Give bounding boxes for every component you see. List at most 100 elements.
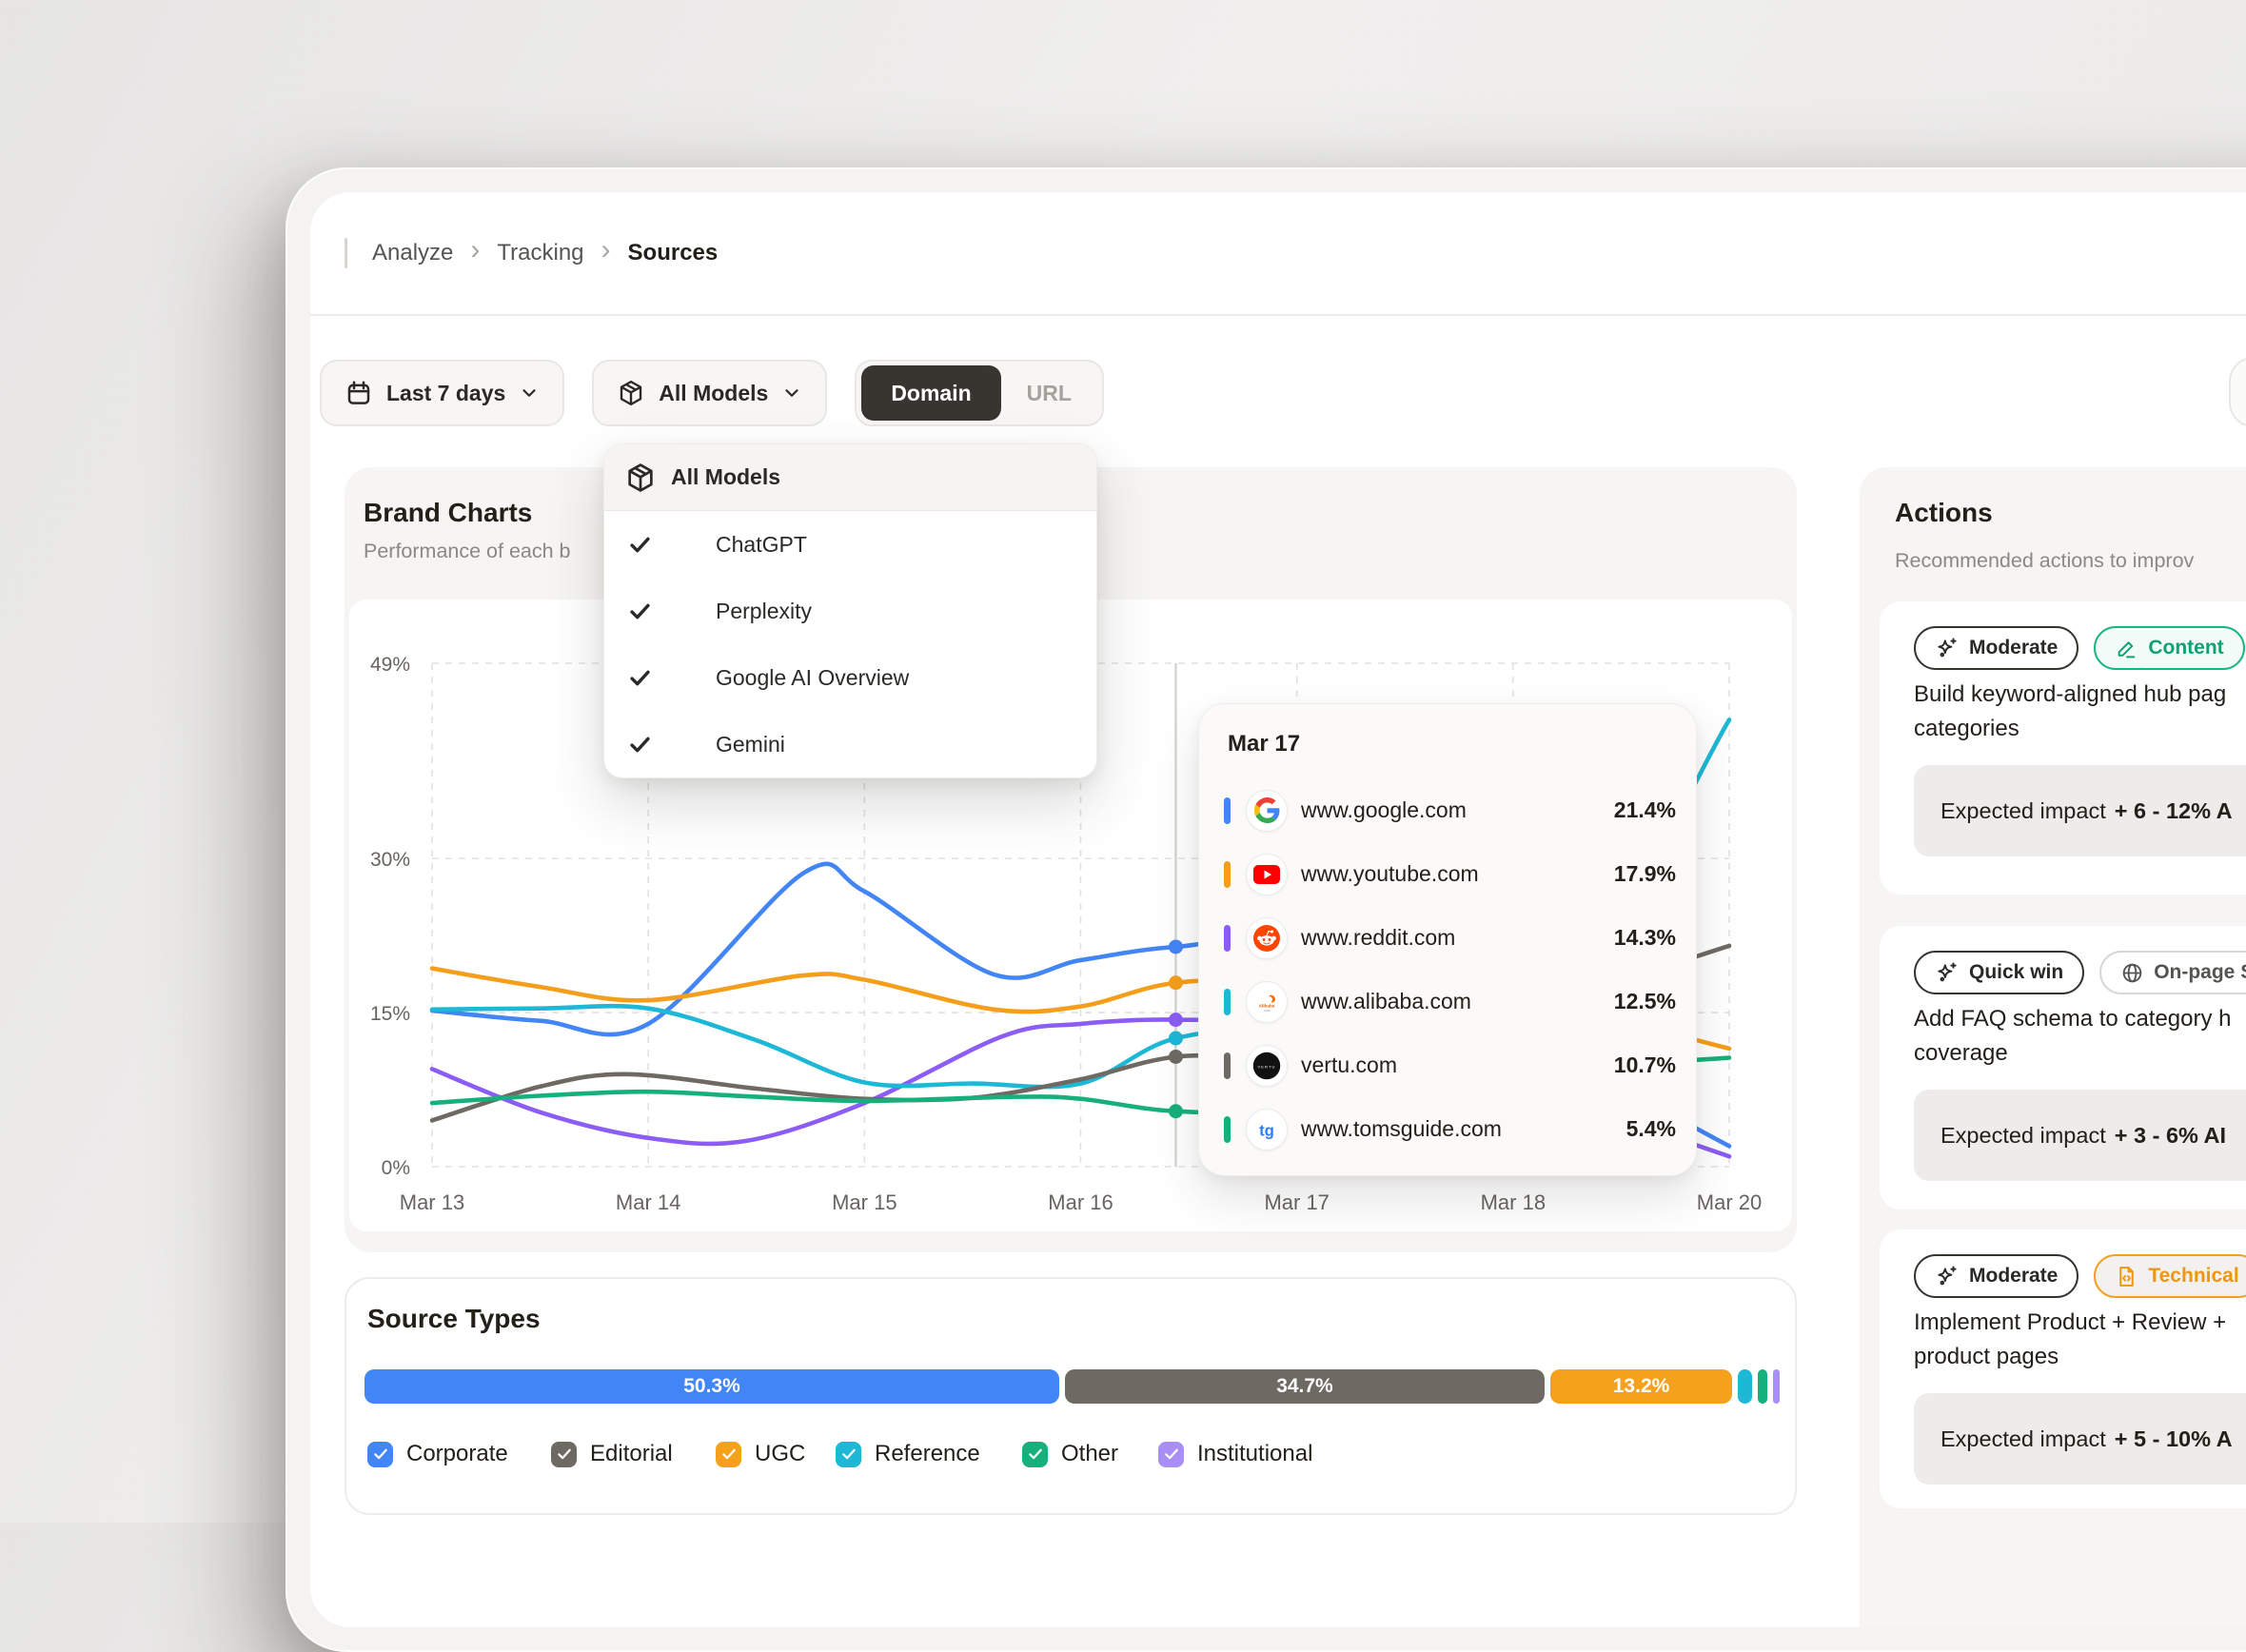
google-favicon — [1246, 790, 1288, 832]
source-types-stacked-bar[interactable]: 50.3%34.7% 13.2% — [364, 1369, 1780, 1404]
checkbox-editorial[interactable] — [551, 1442, 577, 1467]
app-surface: Analyze › Tracking › Sources Last 7 days — [310, 192, 2246, 1627]
source-segment-other[interactable] — [1758, 1369, 1767, 1404]
impact-prefix: Expected impact — [1941, 798, 2106, 824]
action-card[interactable]: Moderate Technical Implement Product + R… — [1880, 1229, 2246, 1508]
legend-label: Institutional — [1197, 1441, 1312, 1467]
breadcrumb-tracking[interactable]: Tracking — [497, 240, 583, 266]
tooltip-value: 10.7% — [1614, 1052, 1676, 1078]
chart-tooltip: Mar 17 www.google.com21.4% www.youtube.c… — [1198, 703, 1697, 1176]
source-segment-institutional[interactable] — [1773, 1369, 1780, 1404]
checkbox-institutional[interactable] — [1158, 1442, 1184, 1467]
effort-badge: Quick win — [1914, 951, 2084, 994]
impact-value: + 3 - 6% AI — [2115, 1123, 2226, 1149]
brand-charts-title: Brand Charts — [364, 498, 532, 528]
models-filter-label: All Models — [659, 381, 768, 406]
svg-text:Alibaba: Alibaba — [1259, 1003, 1275, 1008]
date-range-button[interactable]: Last 7 days — [320, 360, 564, 426]
app-window: Analyze › Tracking › Sources Last 7 days — [286, 167, 2246, 1652]
series-color-bar — [1224, 797, 1231, 824]
tooltip-domain: www.google.com — [1301, 797, 1467, 823]
tooltip-value: 21.4% — [1614, 797, 1676, 823]
toggle-url[interactable]: URL — [1001, 381, 1097, 406]
action-card[interactable]: Moderate Content Build keyword-aligned h… — [1880, 601, 2246, 895]
partial-button-right-edge[interactable] — [2229, 357, 2246, 427]
source-segment-editorial[interactable]: 34.7% — [1065, 1369, 1545, 1404]
cube-icon — [617, 379, 645, 407]
toggle-domain[interactable]: Domain — [861, 365, 1000, 421]
cube-icon — [624, 462, 657, 494]
legend-label: Corporate — [406, 1441, 508, 1467]
legend-item-editorial: Editorial — [551, 1441, 673, 1467]
badge-row: Moderate Technical — [1914, 1254, 2246, 1298]
series-color-bar — [1224, 861, 1231, 888]
domain-url-toggle: Domain URL — [855, 360, 1104, 426]
models-dropdown-header-label: All Models — [671, 464, 780, 490]
breadcrumb-sources[interactable]: Sources — [628, 240, 719, 266]
category-badge: On-page SEO — [2099, 951, 2246, 994]
impact-box: Expected impact + 3 - 6% AI — [1914, 1090, 2246, 1181]
svg-text:Mar 14: Mar 14 — [616, 1190, 680, 1214]
badge-row: Moderate Content — [1914, 626, 2246, 670]
svg-text:Mar 20: Mar 20 — [1697, 1190, 1762, 1214]
impact-value: + 6 - 12% A — [2115, 798, 2233, 824]
calendar-icon — [345, 379, 373, 407]
dropdown-item-perplexity[interactable]: Perplexity — [604, 578, 1096, 644]
action-card[interactable]: Quick win On-page SEO Add FAQ schema to … — [1880, 926, 2246, 1210]
header-divider — [310, 314, 2246, 316]
models-filter-button[interactable]: All Models — [592, 360, 827, 426]
sparkle-icon — [1935, 636, 1960, 660]
series-color-bar — [1224, 925, 1231, 952]
tooltip-domain: www.reddit.com — [1301, 925, 1455, 951]
legend-label: UGC — [755, 1441, 805, 1467]
actions-subtitle: Recommended actions to improv — [1895, 549, 2194, 573]
dropdown-item-chatgpt[interactable]: ChatGPT — [604, 511, 1096, 578]
breadcrumb-rule — [345, 238, 347, 268]
action-text: Add FAQ schema to category h coverage — [1914, 1002, 2246, 1071]
action-text: Build keyword-aligned hub pag categories — [1914, 678, 2246, 746]
sparkle-icon — [1935, 1264, 1960, 1288]
tooltip-row: www.reddit.com14.3% — [1224, 906, 1676, 970]
checkbox-ugc[interactable] — [716, 1442, 741, 1467]
models-dropdown-header[interactable]: All Models — [604, 444, 1096, 511]
impact-box: Expected impact + 5 - 10% A — [1914, 1393, 2246, 1485]
category-badge: Technical — [2094, 1254, 2246, 1298]
svg-text:49%: 49% — [370, 654, 410, 676]
legend-label: Reference — [875, 1441, 980, 1467]
effort-badge: Moderate — [1914, 1254, 2079, 1298]
check-icon — [627, 732, 656, 757]
svg-text:15%: 15% — [370, 1003, 410, 1025]
dropdown-item-gemini[interactable]: Gemini — [604, 711, 1096, 777]
dropdown-item-label: ChatGPT — [716, 532, 807, 558]
vertu-favicon: VERTU — [1246, 1045, 1288, 1087]
source-segment-reference[interactable] — [1738, 1369, 1752, 1404]
pen-icon — [2115, 637, 2138, 660]
tooltip-value: 12.5% — [1614, 989, 1676, 1014]
legend-item-corporate: Corporate — [367, 1441, 508, 1467]
tooltip-date: Mar 17 — [1228, 731, 1676, 757]
svg-text:Mar 16: Mar 16 — [1048, 1190, 1113, 1214]
source-segment-corporate[interactable]: 50.3% — [364, 1369, 1059, 1404]
actions-panel: Actions Recommended actions to improv Mo… — [1860, 467, 2246, 1627]
checkbox-corporate[interactable] — [367, 1442, 393, 1467]
breadcrumb-analyze[interactable]: Analyze — [372, 240, 453, 266]
chevron-down-icon — [519, 383, 540, 403]
tooltip-domain: www.tomsguide.com — [1301, 1116, 1502, 1142]
tooltip-row: Alibaba .comwww.alibaba.com12.5% — [1224, 970, 1676, 1033]
tooltip-row: tgwww.tomsguide.com5.4% — [1224, 1097, 1676, 1161]
checkbox-other[interactable] — [1022, 1442, 1048, 1467]
source-types-title: Source Types — [367, 1304, 541, 1334]
segment-percent-label: 13.2% — [1613, 1375, 1670, 1398]
dropdown-item-label: Gemini — [716, 732, 785, 757]
svg-text:tg: tg — [1259, 1121, 1274, 1139]
legend-item-institutional: Institutional — [1158, 1441, 1312, 1467]
dropdown-item-label: Perplexity — [716, 599, 812, 624]
source-segment-ugc[interactable]: 13.2% — [1550, 1369, 1732, 1404]
dropdown-item-label: Google AI Overview — [716, 665, 909, 691]
dropdown-item-google-ai-overview[interactable]: Google AI Overview — [604, 644, 1096, 711]
category-badge: Content — [2094, 626, 2244, 670]
checkbox-reference[interactable] — [836, 1442, 861, 1467]
svg-text:Mar 15: Mar 15 — [832, 1190, 896, 1214]
check-icon — [627, 599, 656, 624]
series-color-bar — [1224, 1116, 1231, 1143]
